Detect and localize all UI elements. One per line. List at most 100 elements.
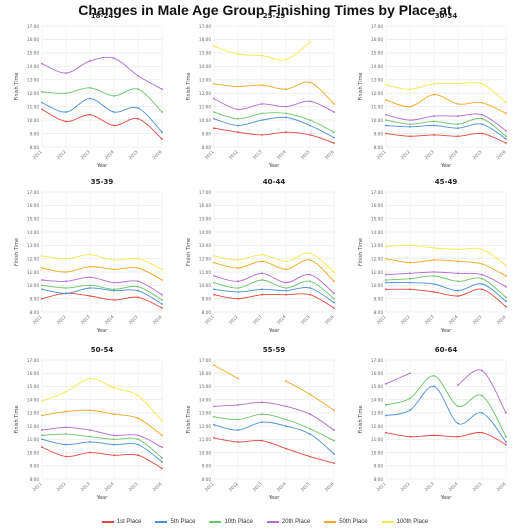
y-tick-label: 12:00 [199,256,211,261]
data-point-p50 [505,275,507,277]
data-point-p20 [409,272,411,275]
data-point-p20 [285,281,287,284]
data-point-p5 [89,97,91,100]
y-tick-label: 12:00 [199,91,211,96]
x-axis-label: Year [440,495,453,501]
legend-item-p100: 100th Place [381,519,428,525]
data-point-p5 [213,117,215,120]
x-tick-label: 2014 [104,149,115,160]
data-point-p5 [505,441,507,443]
data-point-p1 [65,455,67,458]
data-point-p10 [385,404,387,406]
data-point-p100 [433,247,435,249]
data-point-p10 [137,88,139,91]
panel-50-54: 50-54 8:00 9:00 10:00 11:00 12:00 13:00 14:00 15… [14,346,163,501]
series-line-p10 [41,284,163,301]
data-point-p100 [89,377,91,380]
data-point-p50 [113,413,115,416]
panel-title: 45-49 [435,178,458,186]
data-point-p10 [285,112,287,115]
series-line-p1 [385,132,507,144]
x-tick-label: 2014 [104,314,115,325]
data-point-p10 [309,427,311,430]
x-tick-label: 2013 [252,314,263,325]
y-axis-label: Finish Time [358,72,364,100]
data-point-p20 [333,429,335,431]
x-tick-label: 2015 [300,481,311,492]
x-tick-label: 2011 [376,149,387,160]
data-point-p5 [333,301,335,304]
y-tick-label: 16:00 [199,371,211,376]
data-point-p1 [65,120,67,123]
data-point-p5 [113,111,115,113]
data-point-p20 [457,384,459,387]
data-point-p20 [309,273,311,276]
data-point-p5 [161,460,163,463]
y-axis-label: Finish Time [186,238,192,266]
data-point-p5 [333,452,335,455]
data-point-p10 [457,405,459,408]
series-line-p1 [213,437,335,464]
data-point-p1 [505,443,507,446]
legend-item-p50: 50th Place [324,519,368,525]
data-point-p1 [385,288,387,291]
data-point-p50 [433,93,435,96]
series-line-p10 [385,117,507,137]
data-point-p10 [41,434,43,437]
data-point-p10 [113,438,115,441]
data-point-p50 [113,268,115,271]
y-tick-label: 11:00 [371,104,383,109]
data-point-p50 [333,280,335,283]
data-point-p5 [161,131,163,134]
y-tick-label: 11:00 [199,104,211,109]
data-point-p5 [137,289,139,292]
legend-item-p10: 10th Place [209,519,253,525]
x-tick-label: 2013 [424,314,435,325]
data-point-p50 [309,81,311,84]
data-point-p5 [409,409,411,412]
data-point-p20 [457,115,459,117]
data-point-p50 [41,414,43,417]
x-tick-label: 2011 [204,149,215,160]
legend-label: 1st Place [116,519,142,525]
data-point-p1 [89,113,91,116]
y-tick-label: 13:00 [371,243,383,248]
y-tick-label: 8:00 [374,310,384,315]
data-point-p50 [137,417,139,420]
data-point-p100 [309,41,311,44]
data-point-p20 [481,273,483,276]
data-point-p1 [481,132,483,135]
y-tick-label: 17:00 [199,358,211,363]
y-tick-label: 8:00 [202,477,212,482]
data-point-p10 [213,111,215,113]
series-line-p5 [385,385,507,443]
y-tick-label: 13:00 [371,78,383,83]
data-point-p5 [433,124,435,127]
data-point-p20 [137,74,139,77]
panel-title: 25-29 [263,12,286,20]
data-point-p1 [433,291,435,293]
y-tick-label: 16:00 [199,37,211,42]
data-point-p20 [481,369,483,372]
x-tick-label: 2015 [128,314,139,325]
page-title: Changes in Male Age Group Finishing Time… [78,2,452,18]
data-point-p1 [161,307,163,309]
panel-title: 18-24 [91,12,114,20]
data-point-p20 [213,405,215,408]
data-point-p10 [161,111,163,113]
x-tick-label: 2013 [80,481,91,492]
data-point-p10 [89,86,91,89]
data-point-p20 [65,426,67,429]
data-point-p50 [409,105,411,108]
y-tick-label: 14:00 [27,64,39,69]
x-tick-label: 2013 [252,149,263,160]
y-tick-label: 9:00 [30,131,40,136]
y-tick-label: 10:00 [199,283,211,288]
data-point-p100 [385,245,387,248]
data-point-p20 [333,292,335,295]
data-point-p5 [481,283,483,285]
series-line-p20 [385,271,507,288]
data-point-p20 [213,275,215,277]
chart-legend: 1st Place 5th Place 10th Place 20th Place 50… [0,515,530,529]
data-point-p100 [457,248,459,251]
